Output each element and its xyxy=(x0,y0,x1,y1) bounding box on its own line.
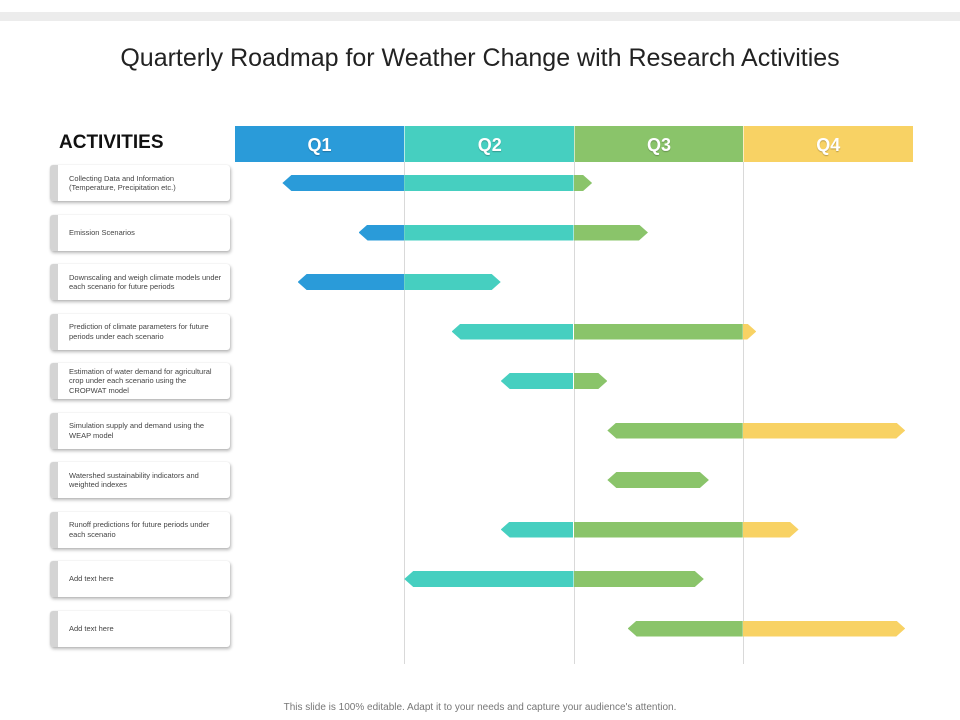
quarter-divider-line xyxy=(743,162,744,664)
activity-card-tab xyxy=(50,363,58,399)
activity-card-tab xyxy=(50,610,58,647)
activity-bar-segment-q3 xyxy=(573,323,743,340)
footer-note: This slide is 100% editable. Adapt it to… xyxy=(283,702,677,713)
activity-bar-segment-q1 xyxy=(297,274,404,290)
activity-card: Simulation supply and demand using the W… xyxy=(50,412,230,449)
activity-bar-segment-q3 xyxy=(573,175,592,191)
activity-card: Add text here xyxy=(50,610,230,647)
activity-card: Downscaling and weigh climate models und… xyxy=(50,264,230,300)
activity-bar-segment-q3 xyxy=(573,224,648,241)
activity-label: Downscaling and weigh climate models und… xyxy=(69,272,222,292)
activity-card: Add text here xyxy=(50,561,230,597)
slide-title: Quarterly Roadmap for Weather Change wit… xyxy=(120,44,840,72)
activity-bar-segment-q3 xyxy=(573,521,743,538)
quarter-header-q3: Q3 xyxy=(573,126,744,162)
activity-card: Runoff predictions for future periods un… xyxy=(50,511,230,548)
activity-bar-segment-q3 xyxy=(573,373,608,389)
activity-label: Emission Scenarios xyxy=(69,227,135,237)
activity-bar-segment-q1 xyxy=(282,175,405,191)
activity-card: Estimation of water demand for agricultu… xyxy=(50,363,230,399)
activity-bar-segment-q2 xyxy=(500,373,574,389)
activity-bar-segment-q4 xyxy=(742,521,799,538)
activity-card: Emission Scenarios xyxy=(50,214,230,251)
activity-card: Watershed sustainability indicators and … xyxy=(50,462,230,498)
activity-bar-segment-q2 xyxy=(451,323,574,340)
top-decorative-bar xyxy=(0,12,960,21)
activity-card-tab xyxy=(50,214,58,251)
activity-label: Add text here xyxy=(69,574,114,584)
activity-bar-segment-q2 xyxy=(404,175,574,191)
activity-label: Prediction of climate parameters for fut… xyxy=(69,322,209,341)
activity-label: Add text here xyxy=(69,623,114,633)
activity-bar-segment-q2 xyxy=(404,224,574,241)
quarter-header-q1: Q1 xyxy=(235,126,404,162)
activity-bar-segment-q4 xyxy=(742,323,756,340)
activity-label: Simulation supply and demand using the W… xyxy=(69,421,205,440)
activity-bar-segment-q2 xyxy=(500,521,574,538)
activity-card-tab xyxy=(50,561,58,597)
activity-bar-segment-q2 xyxy=(404,571,574,587)
activity-bar-segment-q3 xyxy=(607,472,709,488)
activity-label: Watershed sustainability indicators and … xyxy=(69,470,199,490)
activity-bar-segment-q3 xyxy=(607,422,743,439)
activity-card-tab xyxy=(50,412,58,449)
activity-bar-segment-q4 xyxy=(742,422,906,439)
activity-card-tab xyxy=(50,165,58,201)
activity-label: Collecting Data and Information (Tempera… xyxy=(69,173,176,193)
activity-card-tab xyxy=(50,462,58,498)
activity-bar-segment-q3 xyxy=(573,571,704,587)
quarter-header-q2: Q2 xyxy=(404,126,575,162)
activity-bar-segment-q4 xyxy=(742,620,906,637)
activity-card-tab xyxy=(50,264,58,300)
activity-bar-segment-q2 xyxy=(404,274,501,290)
activity-card: Collecting Data and Information (Tempera… xyxy=(50,165,230,201)
activity-label: Runoff predictions for future periods un… xyxy=(69,520,210,539)
activity-label: Estimation of water demand for agricultu… xyxy=(69,366,212,395)
activities-heading: ACTIVITIES xyxy=(59,132,164,153)
quarter-header-q4: Q4 xyxy=(742,126,913,162)
quarter-divider-line xyxy=(574,162,575,664)
activity-card-tab xyxy=(50,511,58,548)
activity-bar-segment-q1 xyxy=(358,224,404,241)
activity-bar-segment-q3 xyxy=(627,620,743,637)
activity-card: Prediction of climate parameters for fut… xyxy=(50,313,230,350)
quarter-divider-line xyxy=(404,162,405,664)
activity-card-tab xyxy=(50,313,58,350)
